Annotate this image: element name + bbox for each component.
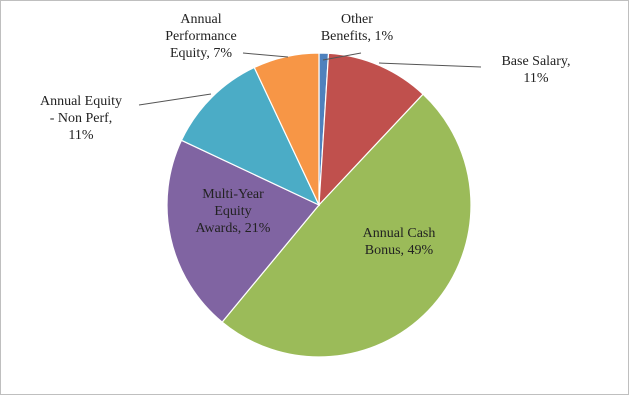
data-label-annual-performance-equity: Annual Performance Equity, 7%	[165, 12, 237, 61]
leader-line-5	[242, 52, 289, 58]
data-label-annual-equity-non-perf: Annual Equity - Non Perf, 11%	[40, 94, 122, 143]
leader-line-1	[378, 62, 482, 68]
data-label-annual-cash-bonus: Annual Cash Bonus, 49%	[363, 226, 436, 258]
data-label-other-benefits: Other Benefits, 1%	[321, 12, 394, 44]
pie-slice-base-salary	[318, 52, 424, 207]
data-label-multi-year-equity-awards: Multi-Year Equity Awards, 21%	[196, 187, 271, 236]
leader-line-0	[322, 52, 362, 61]
pie-slice-multi-year-equity-awards	[166, 139, 320, 323]
data-label-base-salary: Base Salary, 11%	[501, 54, 570, 86]
pie-slice-annual-equity-non-perf	[180, 66, 321, 207]
pie-slice-annual-cash-bonus	[221, 93, 472, 358]
leader-line-4	[138, 93, 212, 106]
